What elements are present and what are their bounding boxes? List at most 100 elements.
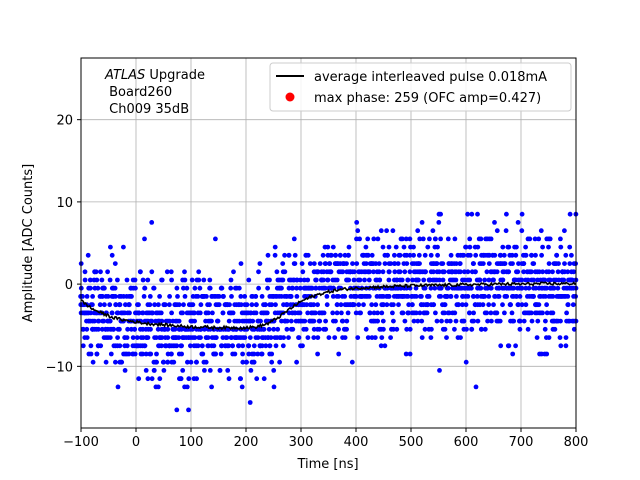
scatter-point (540, 269, 545, 275)
scatter-point (261, 326, 267, 332)
scatter-point (425, 302, 431, 308)
scatter-point (251, 359, 257, 365)
scatter-point (478, 285, 484, 291)
scatter-point (488, 285, 494, 291)
scatter-point (373, 261, 379, 266)
scatter-point (486, 302, 492, 308)
scatter-point (178, 343, 184, 349)
scatter-point (474, 294, 480, 299)
scatter-point (284, 326, 290, 332)
scatter-point (192, 285, 198, 291)
scatter-point (422, 285, 428, 291)
scatter-point (536, 236, 542, 242)
scatter-point (302, 318, 308, 324)
scatter-point (282, 269, 288, 275)
scatter-point (424, 310, 430, 316)
experiment-annotation: ATLAS Upgrade (104, 68, 205, 83)
scatter-point (416, 277, 421, 283)
scatter-point (484, 285, 490, 291)
scatter-point (207, 368, 213, 373)
scatter-point (269, 302, 275, 308)
scatter-point (393, 244, 399, 250)
scatter-point (311, 318, 317, 324)
channel-annotation: Ch009 35dB (105, 102, 189, 117)
scatter-point (363, 326, 369, 332)
scatter-point (467, 310, 472, 316)
scatter-point (256, 285, 261, 291)
scatter-point (305, 252, 311, 258)
scatter-point (517, 326, 523, 332)
scatter-point (419, 294, 424, 299)
scatter-point (85, 252, 91, 258)
scatter-point (462, 269, 467, 275)
scatter-point (385, 252, 390, 258)
scatter-point (273, 343, 279, 349)
scatter-point (465, 294, 471, 299)
scatter-point (508, 302, 513, 308)
scatter-point (379, 310, 385, 316)
scatter-point (369, 252, 375, 258)
scatter-point (467, 277, 473, 283)
scatter-point (486, 261, 492, 266)
scatter-point (226, 318, 232, 324)
scatter-point (275, 326, 281, 332)
scatter-point (321, 277, 326, 283)
scatter-point (488, 236, 494, 242)
scatter-point (404, 261, 410, 266)
scatter-point (209, 318, 214, 324)
scatter-point (313, 277, 319, 283)
average-pulse-line (80, 281, 577, 331)
scatter-point (342, 335, 348, 340)
scatter-point (379, 335, 385, 340)
scatter-point (415, 228, 421, 234)
scatter-point (546, 269, 552, 275)
x-tick-label: 400 (344, 435, 369, 450)
scatter-point (313, 285, 319, 291)
scatter-point (326, 335, 332, 340)
scatter-point (502, 310, 507, 316)
scatter-point (471, 310, 476, 316)
scatter-point (405, 294, 411, 299)
scatter-point (197, 310, 203, 316)
scatter-point (392, 252, 397, 258)
scatter-point (355, 228, 361, 234)
scatter-point (292, 252, 298, 258)
scatter-point (539, 252, 544, 258)
scatter-point (230, 343, 236, 349)
scatter-point (148, 351, 154, 357)
scatter-point (94, 277, 100, 283)
scatter-point (294, 277, 300, 283)
scatter-point (311, 326, 317, 332)
scatter-point (415, 318, 421, 324)
scatter-point (141, 343, 147, 349)
scatter-point (256, 269, 261, 275)
scatter-point (159, 277, 165, 283)
scatter-point (90, 302, 95, 308)
scatter-point (478, 236, 484, 242)
scatter-point (464, 326, 469, 332)
scatter-point (202, 326, 207, 332)
scatter-point (555, 269, 561, 275)
scatter-point (254, 376, 260, 382)
scatter-point (420, 236, 426, 242)
scatter-point (496, 294, 502, 299)
scatter-point (410, 302, 415, 308)
scatter-point (330, 310, 336, 316)
scatter-point (127, 310, 132, 316)
scatter-point (196, 277, 202, 283)
scatter-point (301, 277, 307, 283)
scatter-point (174, 285, 180, 291)
scatter-point (311, 302, 317, 308)
scatter-point (99, 277, 105, 283)
scatter-point (533, 252, 538, 258)
scatter-point (346, 277, 352, 283)
scatter-point (376, 261, 382, 266)
scatter-point (307, 261, 313, 266)
scatter-point (128, 294, 134, 299)
scatter-point (376, 269, 382, 275)
legend-entry-average-pulse: average interleaved pulse 0.018mA (314, 70, 547, 85)
scatter-point (500, 277, 506, 283)
scatter-point (272, 252, 278, 258)
scatter-point (406, 310, 411, 316)
